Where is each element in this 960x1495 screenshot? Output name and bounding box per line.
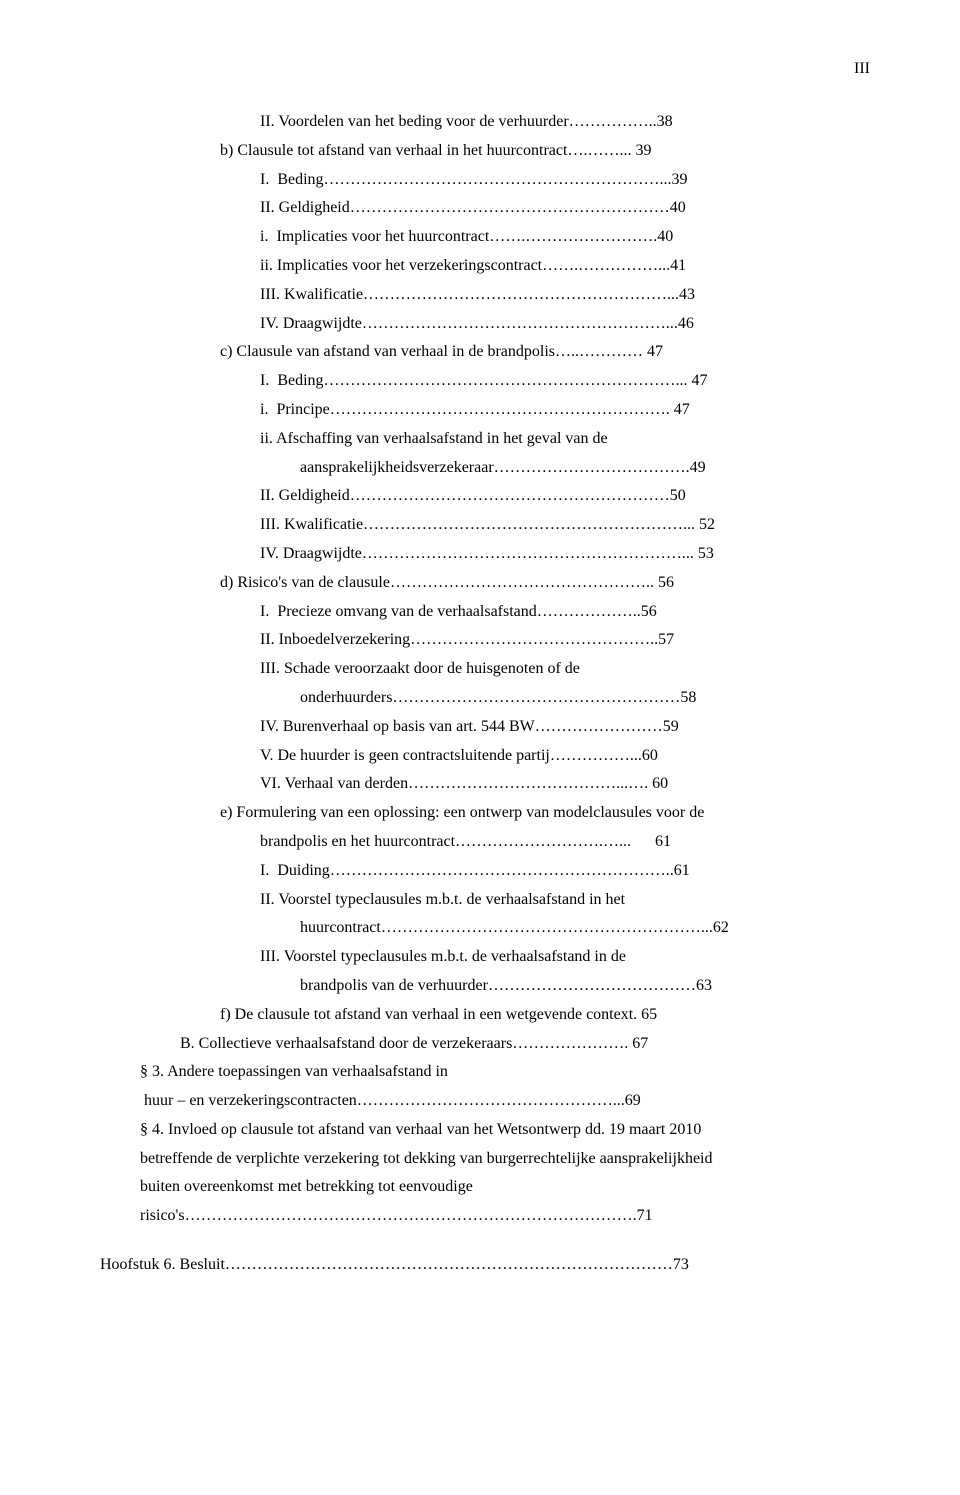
toc-entry: I. Beding…………………………………………………………... 47 [100, 367, 880, 396]
document-page: III II. Voordelen van het beding voor de… [0, 0, 960, 1340]
toc-entry: § 4. Invloed op clausule tot afstand van… [100, 1116, 880, 1145]
toc-entry: II. Voordelen van het beding voor de ver… [100, 108, 880, 137]
toc-entry: I. Precieze omvang van de verhaalsafstan… [100, 598, 880, 627]
toc-entry: aansprakelijkheidsverzekeraar……………………………… [100, 454, 880, 483]
table-of-contents: II. Voordelen van het beding voor de ver… [100, 108, 880, 1280]
toc-entry: B. Collectieve verhaalsafstand door de v… [100, 1030, 880, 1059]
toc-entry: III. Voorstel typeclausules m.b.t. de ve… [100, 943, 880, 972]
toc-entry: III. Kwalificatie…………………………………………………...4… [100, 281, 880, 310]
toc-entry: huurcontract……………………………………………………...62 [100, 914, 880, 943]
toc-entry: II. Inboedelverzekering………………………………………..… [100, 626, 880, 655]
toc-entry: huur – en verzekeringscontracten……………………… [100, 1087, 880, 1116]
toc-entry: II. Geldigheid……………………………………………………50 [100, 482, 880, 511]
toc-entry: buiten overeenkomst met betrekking tot e… [100, 1173, 880, 1202]
toc-entry: i. Principe………………………………………………………. 47 [100, 396, 880, 425]
toc-entry: brandpolis van de verhuurder………………………………… [100, 972, 880, 1001]
toc-entry: IV. Burenverhaal op basis van art. 544 B… [100, 713, 880, 742]
toc-entry: Hoofstuk 6. Besluit………………………………………………………… [100, 1251, 880, 1280]
toc-entry: onderhuurders………………………………………………58 [100, 684, 880, 713]
toc-entry: I. Beding………………………………………………………...39 [100, 166, 880, 195]
toc-entry: § 3. Andere toepassingen van verhaalsafs… [100, 1058, 880, 1087]
toc-entry: ii. Implicaties voor het verzekeringscon… [100, 252, 880, 281]
toc-entry: III. Kwalificatie……………………………………………………...… [100, 511, 880, 540]
toc-entry: VI. Verhaal van derden…………………………………...….… [100, 770, 880, 799]
toc-entry: IV. Draagwijdte…………………………………………………...46 [100, 310, 880, 339]
toc-entry: ii. Afschaffing van verhaalsafstand in h… [100, 425, 880, 454]
toc-entry: b) Clausule tot afstand van verhaal in h… [100, 137, 880, 166]
page-number: III [100, 60, 880, 78]
toc-entry: I. Duiding………………………………………………………..61 [100, 857, 880, 886]
toc-entry: f) De clausule tot afstand van verhaal i… [100, 1001, 880, 1030]
toc-entry: risico's………………………………………………………………………….71 [100, 1202, 880, 1231]
toc-entry: II. Voorstel typeclausules m.b.t. de ver… [100, 886, 880, 915]
toc-entry: e) Formulering van een oplossing: een on… [100, 799, 880, 828]
toc-entry: IV. Draagwijdte……………………………………………………... 5… [100, 540, 880, 569]
toc-entry: i. Implicaties voor het huurcontract…….…… [100, 223, 880, 252]
toc-entry: betreffende de verplichte verzekering to… [100, 1145, 880, 1174]
blank-line [100, 1231, 880, 1251]
toc-entry: c) Clausule van afstand van verhaal in d… [100, 338, 880, 367]
toc-entry: V. De huurder is geen contractsluitende … [100, 742, 880, 771]
toc-entry: II. Geldigheid……………………………………………………40 [100, 194, 880, 223]
toc-entry: III. Schade veroorzaakt door de huisgeno… [100, 655, 880, 684]
toc-entry: d) Risico's van de clausule…………………………………… [100, 569, 880, 598]
toc-entry: brandpolis en het huurcontract……………………….… [100, 828, 880, 857]
